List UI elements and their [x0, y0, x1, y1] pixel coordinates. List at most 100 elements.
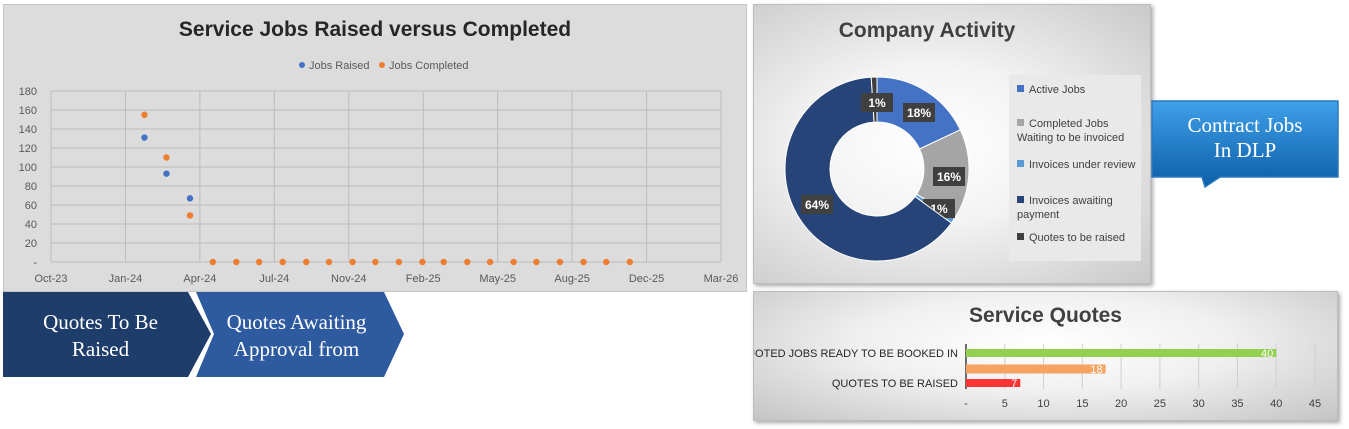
y-tick-label: -	[33, 257, 37, 269]
legend-item-invoices-review: Invoices under review	[1017, 158, 1135, 172]
x-tick-label: Nov-24	[331, 273, 366, 285]
y-tick-label: 100	[19, 162, 37, 174]
callout-shape	[1151, 100, 1339, 189]
quote-bar	[966, 364, 1106, 374]
legend-swatch	[1017, 233, 1024, 240]
donut-slice	[784, 76, 953, 262]
service-quotes-svg: - 5 10 15 20 25 30 35 40 45 40 QUOTED JOBS READY TO…	[754, 344, 1321, 410]
donut-label: 1%	[868, 96, 886, 110]
legend-label: Quotes to be raised	[1029, 232, 1126, 244]
donut-label-box	[903, 103, 935, 122]
jobs-completed-point	[603, 258, 610, 266]
quote-bar	[966, 379, 1021, 387]
legend-marker	[379, 62, 385, 68]
legend-swatch	[1017, 196, 1024, 203]
donut-label: 64%	[805, 198, 829, 212]
bar-value-label: 40	[1261, 348, 1273, 360]
jobs-completed-point	[464, 258, 471, 266]
legend-swatch	[1017, 160, 1024, 167]
legend-item-invoices-awaiting: Invoices awaiting payment	[1017, 194, 1132, 222]
jobs-completed-point	[141, 111, 148, 118]
legend-marker	[299, 62, 305, 68]
x-tick-label: -	[964, 398, 968, 410]
legend-swatch	[1017, 85, 1024, 92]
jobs-completed-point	[349, 258, 356, 266]
contract-jobs-button[interactable]: Contract Jobs In DLP	[1150, 99, 1340, 189]
activity-donut-svg: 18%16%1%64%1%	[784, 76, 970, 262]
x-tick-label: 20	[1115, 398, 1127, 410]
jobs-completed-point	[580, 258, 587, 266]
quotes-to-be-raised-button[interactable]: Quotes To Be Raised	[3, 292, 213, 377]
donut-label-box	[861, 93, 893, 112]
jobs-completed-point	[486, 258, 494, 266]
donut-label: 18%	[907, 106, 931, 120]
jobs-completed-point	[372, 258, 379, 266]
y-tick-label: 140	[19, 124, 37, 136]
x-tick-label: Feb-25	[406, 273, 441, 285]
quote-bar	[966, 349, 1277, 357]
jobs-completed-point	[163, 154, 170, 161]
y-tick-label: 120	[19, 143, 37, 155]
x-tick-label: 40	[1270, 398, 1282, 410]
x-tick-label: 45	[1309, 398, 1321, 410]
donut-label-box	[801, 195, 833, 214]
bar-value-label: 7	[1011, 378, 1017, 390]
legend-item-completed-jobs: Completed Jobs Waiting to be invoiced	[1017, 117, 1137, 145]
jobs-completed-point	[209, 258, 217, 266]
jobs-completed-point	[303, 258, 310, 266]
legend-label: Jobs Raised	[309, 60, 370, 72]
x-tick-label: Apr-24	[183, 273, 216, 285]
jobs-chart-svg: - 20 40 60 80 100 120 140 160 180 Oct-23 Jan-24 Apr-…	[19, 60, 739, 285]
jobs-completed-point	[440, 258, 447, 266]
jobs-completed-point	[233, 258, 240, 266]
x-tick-label: 25	[1154, 398, 1166, 410]
jobs-completed-point	[419, 258, 426, 266]
contract-jobs-label: Contract Jobs In DLP	[1187, 113, 1303, 162]
x-tick-label: Jul-24	[259, 273, 289, 285]
category-label: QUOTES TO BE RAISED	[832, 378, 958, 390]
jobs-raised-point	[163, 170, 170, 177]
x-tick-label: Dec-25	[629, 273, 664, 285]
quotes-awaiting-approval-button[interactable]: Quotes Awaiting Approval from	[196, 292, 406, 377]
quotes-awaiting-approval-label: Quotes Awaiting Approval from	[226, 310, 367, 361]
y-tick-label: 160	[19, 105, 37, 117]
x-tick-label: 35	[1231, 398, 1243, 410]
y-tick-label: 80	[25, 181, 37, 193]
service-quotes-panel: Service Quotes - 5 10 15 20 25 30 35 40 45 40 QUOTE…	[753, 291, 1338, 421]
legend-item-active-jobs: Active Jobs	[1017, 83, 1085, 97]
legend-label: Invoices awaiting payment	[1017, 195, 1113, 221]
chevron-shape	[196, 292, 404, 377]
x-tick-label: 30	[1193, 398, 1205, 410]
jobs-raised-point	[141, 134, 148, 141]
y-tick-label: 40	[25, 219, 37, 231]
activity-legend: Active Jobs Completed Jobs Waiting to be…	[1009, 75, 1141, 261]
x-tick-label: 5	[1002, 398, 1008, 410]
jobs-completed-point	[626, 258, 634, 266]
chevron-shape	[3, 292, 211, 377]
bar-value-label: 18	[1090, 364, 1102, 376]
y-tick-label: 180	[19, 86, 37, 98]
donut-label: 16%	[937, 170, 961, 184]
jobs-completed-point	[395, 258, 403, 266]
x-tick-label: Oct-23	[34, 273, 67, 285]
jobs-completed-point	[510, 258, 517, 266]
activity-chart-title: Company Activity	[838, 19, 1016, 42]
x-tick-label: Aug-25	[554, 273, 589, 285]
donut-label-box	[933, 167, 965, 186]
category-label: QUOTED JOBS READY TO BE BOOKED IN	[754, 348, 958, 360]
legend-label: Completed Jobs Waiting to be invoiced	[1017, 118, 1125, 144]
jobs-completed-point	[186, 212, 194, 219]
service-quotes-title: Service Quotes	[969, 304, 1122, 327]
x-tick-label: May-25	[479, 273, 516, 285]
x-tick-label: 15	[1076, 398, 1088, 410]
jobs-completed-point	[255, 258, 263, 266]
jobs-chart-title: Service Jobs Raised versus Completed	[178, 18, 572, 41]
jobs-chart-panel: Service Jobs Raised versus Completed - 20…	[3, 4, 747, 292]
x-tick-label: 10	[1037, 398, 1049, 410]
jobs-completed-point	[533, 258, 540, 266]
y-tick-label: 20	[25, 238, 37, 250]
legend-item-quotes-raised: Quotes to be raised	[1017, 231, 1125, 245]
legend-label: Invoices under review	[1029, 159, 1136, 171]
legend-swatch	[1017, 119, 1024, 126]
quotes-to-be-raised-label: Quotes To Be Raised	[43, 310, 158, 361]
